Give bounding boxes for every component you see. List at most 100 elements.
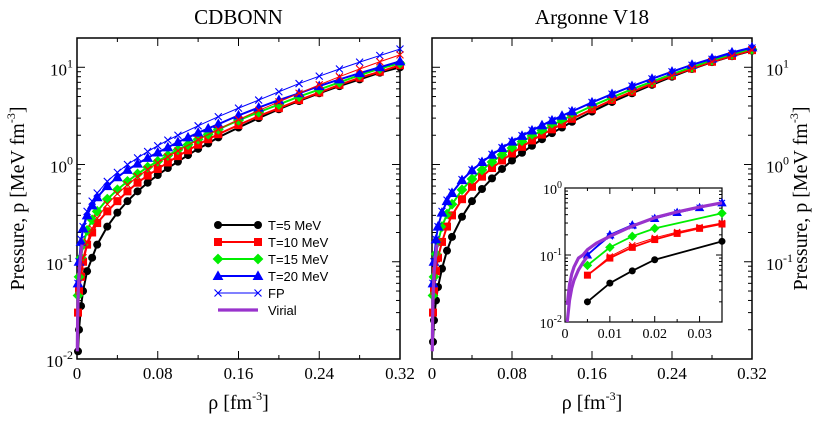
data-point [194,140,203,149]
data-point [143,147,152,156]
data-point [748,44,756,52]
inset-y-tick-label: 10-1 [540,247,562,265]
data-point [508,137,516,146]
data-point [498,143,506,152]
inset-data-point [651,256,659,264]
data-point [153,141,162,150]
inset-x-tick-label: 0.01 [598,327,623,342]
data-point [153,158,162,167]
inset-data-point [673,228,681,236]
data-point [88,228,97,237]
data-point [83,207,91,216]
data-point [88,224,97,233]
data-point [448,211,456,220]
data-point [254,106,263,115]
data-point [79,222,87,231]
legend-marker [254,289,262,297]
inset-data-point [718,219,726,227]
data-point [103,222,112,231]
data-point [93,219,102,228]
series-6 [430,244,439,352]
inset-data-point [649,223,660,234]
data-point [608,96,616,104]
data-point [132,168,143,180]
data-point [528,136,536,145]
data-point [123,180,132,189]
data-point [214,112,223,121]
inset-series-line [565,255,589,323]
data-point [93,214,102,223]
y-tick-label: 100 [766,154,789,177]
data-point [728,51,736,60]
data-point [458,175,466,184]
left-panel: 0 0.08 0.16 0.24 0.32 10-2 10-1 100 101 CDBONN ρ [… [4,5,415,414]
data-point [468,197,476,206]
inset-data-point [584,271,591,279]
data-point [79,257,88,266]
data-point [123,197,132,206]
data-point [458,212,466,221]
data-point [448,188,456,197]
inset-x-tick-label: 0.03 [687,327,712,342]
data-point [113,189,122,198]
data-point [608,90,616,98]
data-point [315,72,324,81]
data-point [153,164,162,173]
inset-series-6 [565,255,589,323]
data-point [518,131,526,140]
series-5 [429,46,756,317]
legend-label: FP [268,286,285,301]
data-point [335,65,344,73]
legend-marker [252,253,264,265]
inset-data-point [651,234,659,242]
y-tick-label: 10-1 [46,251,73,274]
data-point [133,178,142,187]
data-point [394,55,406,66]
inset-data-point [718,237,726,245]
data-point [113,197,122,206]
legend-marker [212,253,224,265]
legend-marker [254,221,262,229]
data-point [688,64,696,73]
data-point [478,185,486,194]
data-point [548,116,556,125]
legend-marker [214,238,222,246]
legend-marker [212,270,224,280]
data-point [628,82,636,91]
data-point [174,147,182,155]
inset-data-point [606,254,614,262]
inset-data-point [583,298,591,306]
legend-label: Virial [268,303,297,318]
right-panel: 0 0.08 0.16 0.24 0.32 10-1 100 101 Argonne V18 ρ … [427,5,812,414]
inset-data-point [696,224,704,232]
series-4 [74,45,404,288]
inset-y-tick-label: 10-2 [540,314,562,332]
data-point [133,172,142,181]
inset-data-point [673,229,681,237]
x-tick-label: 0 [428,364,437,383]
data-point [355,65,364,73]
data-point [143,165,152,174]
data-point [103,200,112,209]
data-point [518,142,526,151]
series-6 [75,244,84,352]
data-point [274,87,283,96]
data-point [113,208,122,217]
data-point [375,51,384,60]
data-point [668,71,676,80]
data-point [478,157,486,166]
data-point [212,118,224,129]
inset-x-tick-label: 0 [562,327,569,342]
data-point [334,73,345,84]
data-point [588,105,596,114]
data-point [438,207,446,216]
data-point [396,51,404,59]
data-point [132,158,143,168]
x-axis-label: ρ [fm-3] [562,389,623,414]
inset-series-0 [583,237,726,306]
data-point [93,240,102,249]
y-axis-label: Pressure, p [MeV fm-3] [787,106,812,290]
data-point [396,45,404,53]
inset-x-tick-label: 0.02 [642,327,667,342]
data-point [748,46,756,55]
